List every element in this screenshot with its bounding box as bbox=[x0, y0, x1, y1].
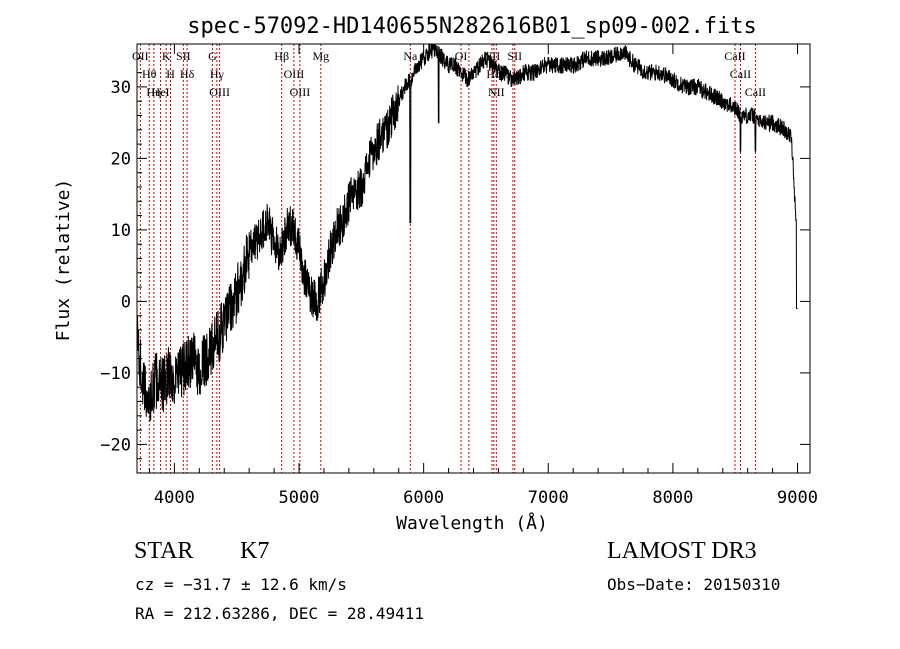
line-label: Hη bbox=[146, 85, 161, 99]
line-label: CaII bbox=[724, 49, 745, 63]
x-tick-label: 9000 bbox=[777, 488, 818, 508]
x-axis: 4000 5000 6000 7000 8000 9000 bbox=[148, 44, 818, 508]
x-tick-label: 8000 bbox=[652, 488, 693, 508]
line-label: SII bbox=[507, 49, 522, 63]
line-label: Hβ bbox=[274, 49, 289, 63]
y-tick-label: −10 bbox=[100, 364, 131, 384]
x-tick-label: 4000 bbox=[154, 488, 195, 508]
object-subclass: K7 bbox=[240, 538, 270, 564]
survey-name: LAMOST DR3 bbox=[607, 538, 757, 564]
line-label: NII bbox=[488, 85, 505, 99]
spectrum-line bbox=[137, 44, 798, 422]
line-label: Na bbox=[403, 49, 418, 63]
y-tick-label: 30 bbox=[111, 78, 131, 98]
y-tick-label: 20 bbox=[111, 149, 131, 169]
coordinates: RA = 212.63286, DEC = 28.49411 bbox=[135, 604, 424, 623]
object-class: STAR bbox=[134, 538, 194, 564]
x-tick-label: 6000 bbox=[403, 488, 444, 508]
line-label: CaII bbox=[745, 85, 766, 99]
x-tick-label: 7000 bbox=[528, 488, 569, 508]
line-label: H bbox=[166, 67, 175, 81]
y-axis: −20 −10 0 10 20 30 bbox=[100, 57, 810, 460]
y-tick-label: −20 bbox=[100, 435, 131, 455]
chart-title: spec-57092-HD140655N282616B01_sp09-002.f… bbox=[187, 14, 757, 39]
line-label: CaII bbox=[730, 67, 751, 81]
line-label: OIII bbox=[290, 85, 311, 99]
line-label: Mg bbox=[312, 49, 329, 63]
redshift-cz: cz = −31.7 ± 12.6 km/s bbox=[135, 575, 347, 594]
line-label: Hδ bbox=[180, 67, 195, 81]
obs-date: Obs−Date: 20150310 bbox=[607, 575, 781, 594]
line-label: K bbox=[162, 49, 171, 63]
plot-frame bbox=[136, 43, 811, 474]
line-markers bbox=[139, 44, 756, 473]
x-tick-label: 5000 bbox=[279, 488, 320, 508]
line-label: OIII bbox=[284, 67, 305, 81]
x-axis-label: Wavelength (Å) bbox=[396, 512, 548, 534]
line-label: OI bbox=[455, 49, 468, 63]
y-tick-label: 0 bbox=[121, 292, 131, 312]
line-label: OII bbox=[132, 49, 149, 63]
y-tick-label: 10 bbox=[111, 221, 131, 241]
line-label: Hθ bbox=[142, 67, 157, 81]
line-label: OIII bbox=[209, 85, 230, 99]
line-label: G bbox=[208, 49, 217, 63]
line-label: SII bbox=[176, 49, 191, 63]
y-axis-label: Flux (relative) bbox=[53, 179, 74, 342]
line-label: HeI bbox=[152, 85, 170, 99]
line-label: Hγ bbox=[210, 67, 225, 81]
